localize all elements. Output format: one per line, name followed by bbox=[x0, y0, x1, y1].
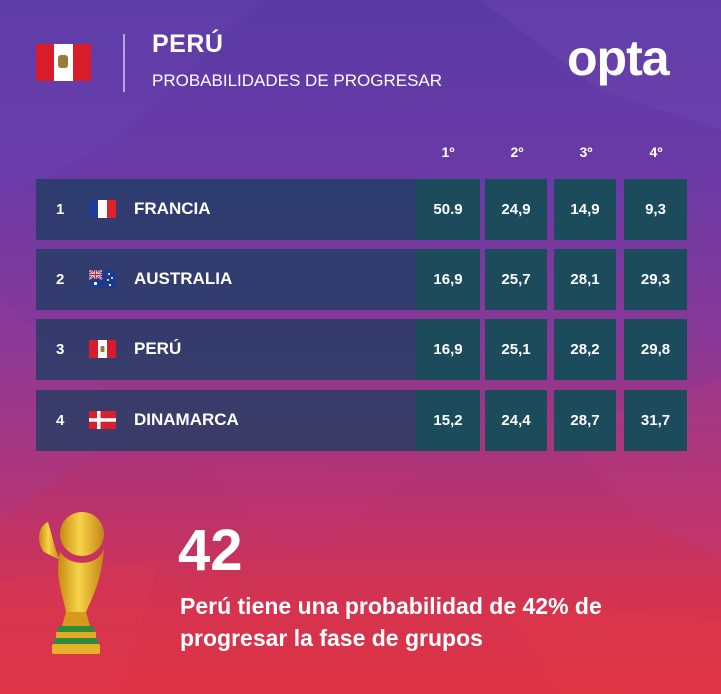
summary-line-1: Perú tiene una probabilidad de 42% de bbox=[180, 593, 602, 619]
row-team-block: 3 PERÚ bbox=[36, 319, 416, 380]
table-row: 4 DINAMARCA 15,2 24,4 28,7 31,7 bbox=[36, 390, 687, 451]
row-value-2: 24,9 bbox=[485, 179, 547, 240]
world-cup-trophy-icon bbox=[39, 512, 104, 654]
row-value-1: 15,2 bbox=[416, 390, 480, 451]
row-value-2: 24,4 bbox=[485, 390, 547, 451]
row-value-3: 28,7 bbox=[554, 390, 616, 451]
france-flag-icon bbox=[89, 200, 116, 218]
denmark-flag-icon bbox=[89, 411, 116, 429]
row-value-4: 29,8 bbox=[624, 319, 687, 380]
row-value-3: 28,1 bbox=[554, 249, 616, 310]
row-value-2: 25,7 bbox=[485, 249, 547, 310]
column-header-2: 2º bbox=[510, 144, 524, 160]
row-value-4: 9,3 bbox=[624, 179, 687, 240]
row-team-name: PERÚ bbox=[134, 339, 182, 358]
row-value-1: 16,9 bbox=[416, 249, 480, 310]
row-value-3: 28,2 bbox=[554, 319, 616, 380]
probability-number: 42 bbox=[178, 518, 243, 583]
column-header-3: 3º bbox=[579, 144, 593, 160]
row-rank: 3 bbox=[56, 341, 65, 358]
row-team-name: AUSTRALIA bbox=[134, 269, 233, 288]
team-title: PERÚ bbox=[152, 30, 224, 58]
table-row: 2 AUSTRALIA 16,9 25,7 28,1 29,3 bbox=[36, 249, 687, 310]
row-rank: 4 bbox=[56, 412, 65, 429]
header-divider bbox=[123, 34, 125, 92]
summary-caption: Perú tiene una probabilidad de 42% de pr… bbox=[180, 590, 710, 654]
peru-flag-icon bbox=[36, 44, 91, 81]
row-value-4: 31,7 bbox=[624, 390, 687, 451]
row-value-1: 16,9 bbox=[416, 319, 480, 380]
row-rank: 2 bbox=[56, 271, 65, 288]
column-header-1: 1º bbox=[441, 144, 455, 160]
australia-flag-icon bbox=[89, 270, 116, 288]
row-team-block: 1 FRANCIA bbox=[36, 179, 416, 240]
table-row: 1 FRANCIA 50.9 24,9 14,9 9,3 bbox=[36, 179, 687, 240]
row-team-block: 4 DINAMARCA bbox=[36, 390, 416, 451]
row-value-2: 25,1 bbox=[485, 319, 547, 380]
table-row: 3 PERÚ 16,9 25,1 28,2 29,8 bbox=[36, 319, 687, 380]
row-team-block: 2 AUSTRALIA bbox=[36, 249, 416, 310]
page-subtitle: PROBABILIDADES DE PROGRESAR bbox=[152, 71, 443, 90]
row-team-name: FRANCIA bbox=[134, 199, 211, 218]
summary-line-2: progresar la fase de grupos bbox=[180, 625, 483, 651]
opta-logo: opta bbox=[567, 30, 670, 86]
row-value-1: 50.9 bbox=[416, 179, 480, 240]
header: PERÚ PROBABILIDADES DE PROGRESAR opta bbox=[0, 0, 721, 110]
row-rank: 1 bbox=[56, 201, 65, 218]
column-header-4: 4º bbox=[649, 144, 663, 160]
row-value-4: 29,3 bbox=[624, 249, 687, 310]
row-team-name: DINAMARCA bbox=[134, 410, 239, 429]
row-value-3: 14,9 bbox=[554, 179, 616, 240]
peru-flag-icon bbox=[89, 340, 116, 358]
